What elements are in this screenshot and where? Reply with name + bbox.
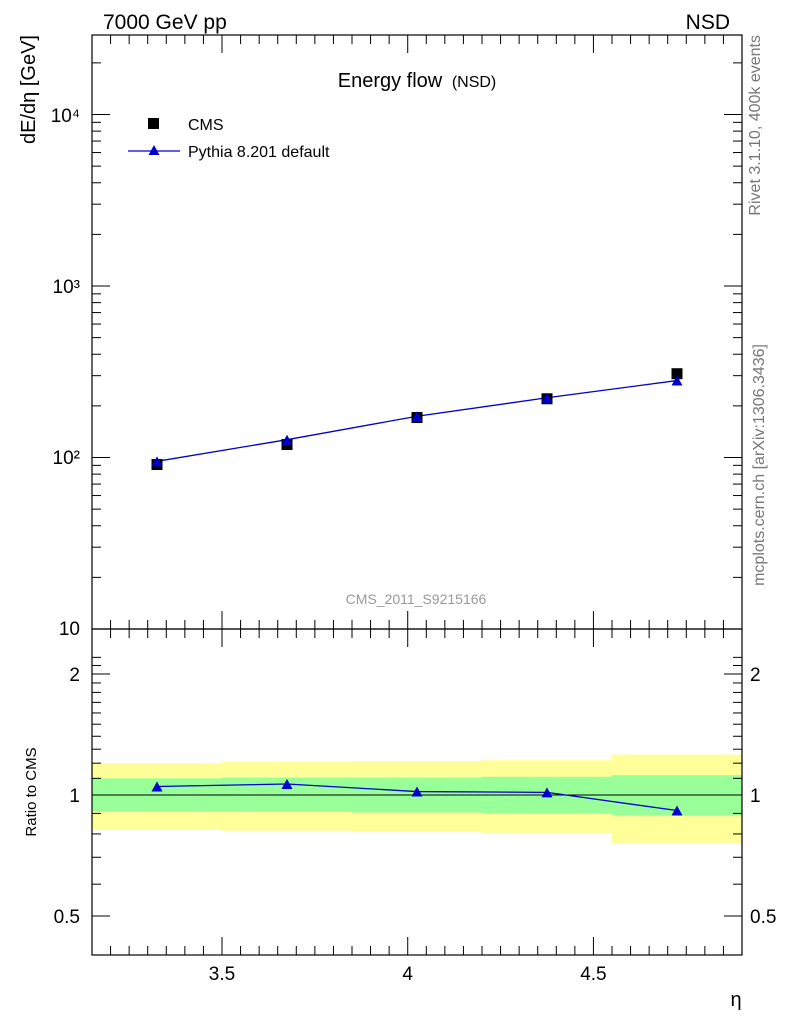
x-axis-label: η (730, 989, 741, 1011)
main-title: Energy flow (NSD) (338, 70, 497, 92)
ratio-y-ticks (92, 656, 742, 917)
ratio-ytick-label-left: 2 (69, 665, 80, 686)
main-ylabel: dE/dη [GeV] (18, 35, 40, 144)
analysis-id-label: CMS_2011_S9215166 (346, 591, 487, 607)
ratio-pythia-point (411, 786, 423, 797)
ratio-data-layer (151, 779, 683, 816)
xtick-label: 3.5 (209, 964, 235, 985)
pythia-point (411, 411, 423, 422)
main-title-suffix: (NSD) (452, 74, 496, 91)
main-y-ticks (92, 62, 742, 630)
cms-point (671, 368, 683, 380)
legend: CMS Pythia 8.201 default (128, 117, 330, 161)
ratio-ytick-labels: 0.5 0.5 1 1 2 2 (54, 665, 777, 928)
ratio-bands (92, 754, 742, 843)
main-data-layer (151, 368, 683, 471)
energy-label: 7000 GeV pp (103, 11, 227, 34)
ratio-panel-frame (91, 628, 743, 956)
pythia-point (281, 434, 293, 445)
pythia-point (541, 392, 553, 403)
ratio-pythia-point (541, 787, 553, 798)
main-ytick-label-1000: 10³ (53, 277, 80, 298)
ratio-ytick-label-left: 1 (69, 786, 80, 807)
ratio-pythia-point (281, 779, 293, 790)
main-ytick-label-100: 10² (53, 448, 80, 469)
xtick-label: 4.5 (580, 964, 606, 985)
legend-label-pythia: Pythia 8.201 default (188, 144, 330, 161)
legend-marker-cms (148, 118, 159, 129)
ratio-ylabel: Ratio to CMS (23, 747, 40, 836)
process-label: NSD (686, 11, 730, 34)
ratio-x-ticks (91, 629, 743, 955)
main-ytick-label-10000: 10⁴ (51, 106, 80, 127)
ratio-pythia-point (671, 805, 683, 816)
main-x-ticks (91, 35, 743, 629)
xtick-label: 4 (402, 964, 413, 985)
pythia-point (151, 456, 163, 467)
legend-label-cms: CMS (188, 117, 224, 134)
main-title-text: Energy flow (338, 70, 443, 92)
mcplots-label: mcplots.cern.ch [arXiv:1306.3436] (751, 344, 768, 586)
ratio-pythia-point (151, 781, 163, 792)
ratio-ytick-label-left: 0.5 (54, 907, 80, 928)
legend-marker-pythia (148, 145, 160, 155)
main-ytick-label-10: 10 (59, 619, 80, 640)
main-panel: 10 10² 10³ 10⁴ dE/dη [GeV] Energy flow (… (18, 34, 743, 640)
ratio-ytick-label-right: 0.5 (750, 907, 776, 928)
ratio-ytick-label-right: 2 (750, 665, 761, 686)
rivet-label: Rivet 3.1.10, 400k events (747, 35, 764, 216)
ratio-xtick-labels: 3.5 4 4.5 (209, 964, 607, 985)
ratio-ytick-label-right: 1 (750, 786, 761, 807)
ratio-panel: 0.5 0.5 1 1 2 2 3.5 4 4.5 Ratio to CMS η (23, 628, 777, 1011)
pythia-point (671, 375, 683, 386)
